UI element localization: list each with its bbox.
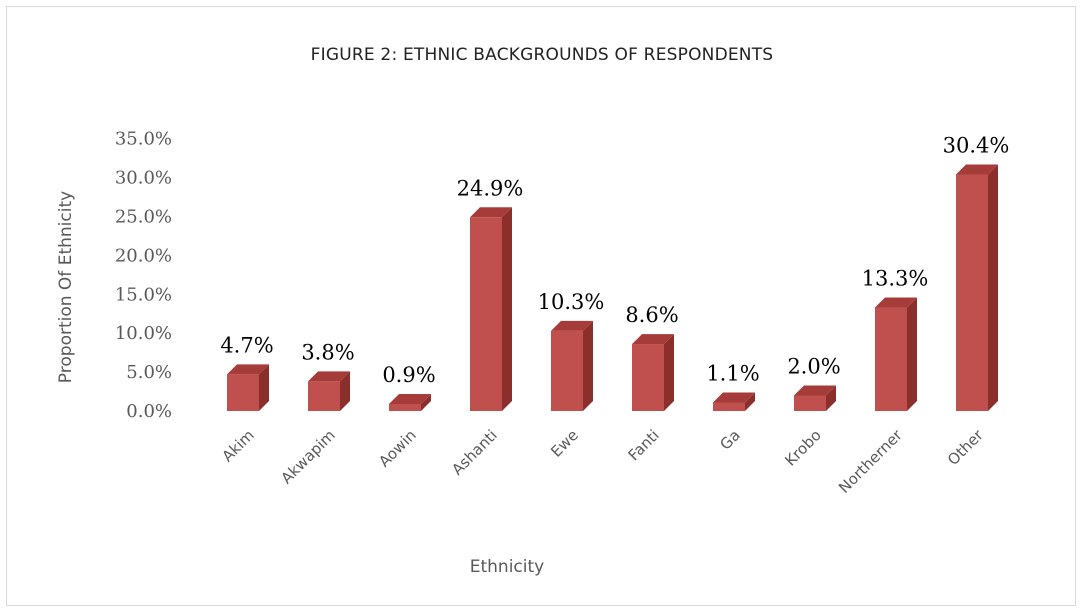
bar-side xyxy=(745,392,755,411)
y-tick-label: 30.0% xyxy=(115,168,172,189)
data-label: 0.9% xyxy=(382,363,435,387)
data-label: 24.9% xyxy=(457,176,524,200)
bar-front xyxy=(227,374,259,411)
data-label: 3.8% xyxy=(301,340,354,364)
bar-front xyxy=(794,395,826,411)
bar-other xyxy=(956,164,998,411)
data-label: 13.3% xyxy=(862,267,929,291)
category-label: Ga xyxy=(716,426,743,453)
bar-ewe xyxy=(551,320,593,411)
data-label: 4.7% xyxy=(220,333,273,357)
bar-top xyxy=(794,385,836,396)
bar-top xyxy=(551,320,593,331)
bar-front xyxy=(632,344,664,411)
y-tick-label: 5.0% xyxy=(126,362,172,383)
bar-front xyxy=(308,381,340,411)
data-label: 8.6% xyxy=(625,303,678,327)
bar-top xyxy=(875,297,917,308)
data-label: 2.0% xyxy=(787,354,840,378)
bar-akim xyxy=(227,364,269,411)
category-label: Other xyxy=(944,426,987,469)
bar-ga xyxy=(713,392,755,411)
bar-front xyxy=(551,330,583,411)
y-tick-label: 15.0% xyxy=(115,284,172,305)
bar-side xyxy=(502,207,512,411)
bar-side xyxy=(664,334,674,411)
bar-side xyxy=(259,364,269,411)
chart-title: FIGURE 2: ETHNIC BACKGROUNDS OF RESPONDE… xyxy=(310,45,774,65)
bar-akwapim xyxy=(308,371,350,411)
bar-front xyxy=(713,402,745,411)
y-tick-label: 10.0% xyxy=(115,323,172,344)
bar-front xyxy=(956,174,988,411)
category-label: Akwapim xyxy=(278,426,339,487)
bar-top xyxy=(389,393,431,404)
bar-top xyxy=(308,371,350,382)
bar-ashanti xyxy=(470,207,512,411)
bar-front xyxy=(470,217,502,411)
y-tick-label: 20.0% xyxy=(115,245,172,266)
bar-aowin xyxy=(389,393,431,411)
category-label: Krobo xyxy=(781,426,825,470)
data-label: 10.3% xyxy=(538,290,605,314)
category-label: Akim xyxy=(218,426,257,465)
y-axis-title: Proportion Of Ethnicity xyxy=(56,191,76,383)
data-label: 1.1% xyxy=(706,361,759,385)
y-tick-label: 35.0% xyxy=(115,129,172,150)
bar-top xyxy=(632,334,674,345)
bar-top xyxy=(227,364,269,375)
y-tick-label: 25.0% xyxy=(115,207,172,228)
category-label: Fanti xyxy=(625,426,663,464)
bar-side xyxy=(340,371,350,411)
bar-krobo xyxy=(794,385,836,411)
bar-front xyxy=(389,403,421,411)
bar-side xyxy=(826,385,836,411)
bar-top xyxy=(713,392,755,403)
bar-side xyxy=(988,164,998,411)
category-label: Northerner xyxy=(835,426,906,497)
bar-top xyxy=(956,164,998,175)
bar-side xyxy=(421,393,431,411)
bar-northerner xyxy=(875,297,917,411)
bar-side xyxy=(907,297,917,411)
bar-side xyxy=(583,320,593,411)
bar-front xyxy=(875,307,907,411)
category-label: Aowin xyxy=(375,426,420,471)
bar-top xyxy=(470,207,512,218)
data-label: 30.4% xyxy=(943,133,1010,157)
category-label: Ewe xyxy=(547,426,582,461)
bar-fanti xyxy=(632,334,674,411)
y-tick-label: 0.0% xyxy=(126,401,172,422)
x-axis-title: Ethnicity xyxy=(470,557,544,577)
category-label: Ashanti xyxy=(448,426,501,479)
